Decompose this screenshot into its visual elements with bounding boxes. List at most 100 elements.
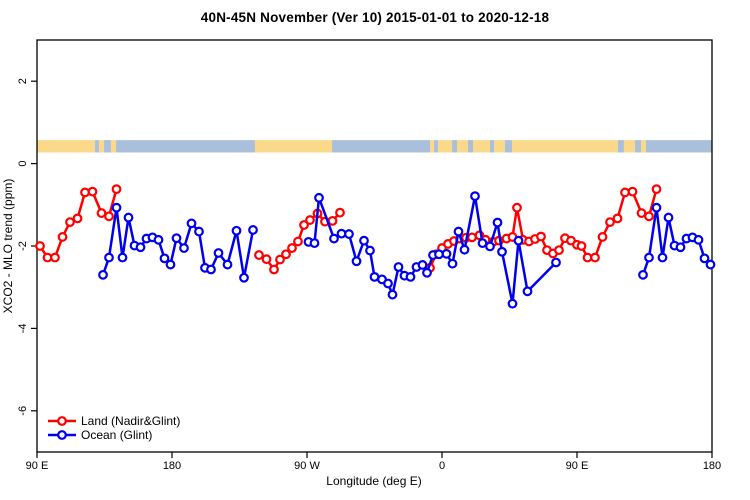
surface-band-ocean [95,140,99,153]
land-series-point [554,245,564,256]
surface-band-land [623,140,636,153]
land-series-point [287,243,297,253]
ocean-series-point [693,234,704,245]
ocean-series-point [194,226,204,237]
ocean-series-point [329,233,339,244]
land-series-point [605,217,615,228]
ocean-series-point [213,248,224,258]
surface-band-land [641,140,646,153]
land-series-point [327,215,338,226]
ocean-series-point [123,212,134,223]
ocean-series-point [551,257,561,268]
ocean-series-point [447,258,458,269]
x-tick-label: 180 [163,460,181,472]
ocean-series-point [492,217,503,228]
x-tick-label: 0 [439,460,445,472]
y-tick-label: -2 [17,241,29,251]
ocean-series-point [405,272,416,282]
ocean-series-point [485,241,495,252]
land-series-point [644,211,654,222]
land-series-point [590,252,600,263]
ocean-series-point [705,259,716,270]
ocean-series-point [351,256,362,267]
ocean-series-point [387,289,398,300]
land-series-point [305,215,315,225]
land-series-line [38,187,118,259]
ocean-series-point [248,225,258,235]
ocean-series-point [651,202,662,213]
land-series-point [536,231,546,242]
ocean-series-point [206,264,216,275]
ocean-series-point [344,229,354,239]
y-tick-label: -4 [17,324,29,334]
x-tick-label: 90 W [294,460,320,472]
ocean-series-point [231,225,242,236]
land-series-point [87,186,98,197]
land-series-point [254,250,264,260]
x-tick-label: 90 E [26,460,49,472]
legend-land-marker [57,416,67,426]
ocean-series-point [657,252,668,263]
land-series-point [65,217,75,228]
ocean-series-point [159,253,170,264]
ocean-series-point [104,252,114,263]
ocean-series-point [309,238,320,249]
ocean-series-point [470,191,480,202]
surface-band-land [494,140,505,153]
surface-band-ocean [104,140,111,153]
land-series-point [576,241,587,251]
ocean-series-point [522,286,533,297]
ocean-series-point [111,202,122,213]
surface-band-ocean [434,140,438,153]
ocean-series-point [477,238,488,249]
ocean-series-point [393,262,404,272]
land-series-point [281,249,291,260]
land-series-point [293,236,303,247]
ocean-series-point [179,243,189,253]
y-tick-label: 2 [17,78,29,84]
surface-band-land [254,140,333,153]
y-tick-label: -6 [17,406,29,416]
surface-band-land [430,140,435,153]
ocean-series-point [383,278,393,289]
ocean-series-point [699,253,710,264]
surface-band-land [457,140,468,153]
ocean-series-point [165,259,176,270]
surface-band-ocean [452,140,457,153]
x-tick-label: 180 [703,460,721,472]
ocean-series-point [314,192,324,203]
surface-band-ocean [490,140,495,153]
ocean-series-point [365,245,375,256]
ocean-series-point [638,269,648,280]
ocean-series-point [239,272,249,283]
ocean-series-point [117,252,128,263]
legend-land-label: Land (Nadir&Glint) [81,414,180,428]
surface-band-ocean [467,140,474,153]
ocean-series-point [675,242,686,253]
land-series-point [620,187,630,198]
legend-ocean-marker [57,430,67,440]
land-series-point [111,184,122,195]
ocean-series-point [453,226,464,237]
ocean-series-point [513,235,524,246]
ocean-series-point [507,298,518,309]
ocean-series-point [644,252,654,263]
land-series-point [612,213,623,224]
land-series-point [104,211,114,222]
ocean-series-point [422,267,432,278]
ocean-series-point [359,235,369,246]
land-series-point [50,252,60,263]
land-series-point [651,184,662,195]
ocean-series-point [459,244,470,255]
y-tick-label: 0 [17,161,29,167]
surface-band-ocean [646,140,712,153]
land-series-point [512,202,522,213]
land-series-point [80,187,90,198]
surface-band-land [98,140,105,153]
legend: Land (Nadir&Glint) Ocean (Glint) [48,414,180,442]
surface-band-land [110,140,117,153]
surface-band-ocean [505,140,513,153]
chart-layers: 90 E 180 90 W 0 90 E 180 2 0 -2 -4 -6 [17,39,721,472]
x-tick-label: 90 E [566,460,589,472]
